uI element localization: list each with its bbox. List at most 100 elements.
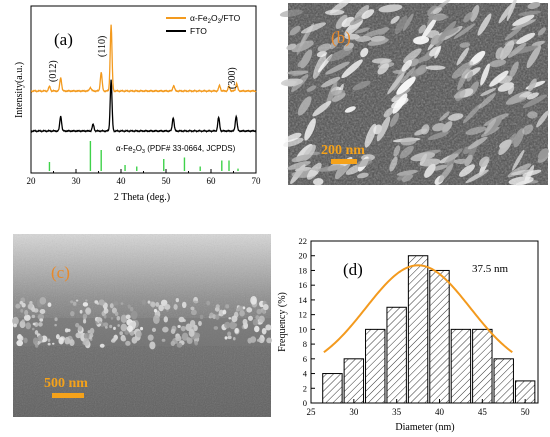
nanorod-tip [158,304,164,312]
x-tick-label: 25 [307,407,317,417]
nanorod-tip [20,309,24,313]
nanorod [477,13,492,36]
nanorod [289,25,301,36]
nanorod [489,70,509,87]
nanorod [500,40,515,60]
nanorod [480,63,490,86]
x-tick-label: 20 [27,176,37,186]
panel-b-scalebar [331,159,357,164]
nanorod [297,96,312,116]
histogram-bar [429,269,450,404]
nanorod-tip [170,340,176,347]
nanorod-tip [83,338,90,346]
nanorod-tip [149,341,156,350]
panel-c-scalebar-label: 500 nm [44,376,88,391]
y-tick-label: 20 [299,251,308,261]
nanorod-tip [181,301,187,309]
nanorod-tip [110,317,114,320]
y-tick-label: 18 [299,265,308,275]
nanorod-tip [155,302,160,307]
nanorod-tip [21,319,25,323]
nanorod [498,3,514,24]
nanorod [354,5,370,20]
nanorod [425,65,446,71]
x-tick-label: 30 [72,176,82,186]
nanorod-tip [31,306,36,312]
nanorod [313,178,324,186]
nanorod [396,76,416,95]
nanorod-tip [195,300,199,304]
nanorod [300,49,313,69]
nanorod [432,123,446,132]
histogram-bar [322,373,343,404]
nanorod [416,64,428,76]
y-tick-label: 0 [303,398,307,408]
nanorod-tip [39,297,47,305]
nanorod [421,17,438,40]
nanorod-tip [39,318,44,322]
y-tick-label: 8 [303,339,307,349]
nanorod-tip [83,332,90,340]
nanorod-tip [256,308,262,315]
nanorod-tip [250,295,257,305]
nanorod-tip [32,337,39,345]
nanorod-tip [126,325,133,333]
nanorod-tip [176,342,183,348]
nanorod [291,154,312,163]
nanorod [454,88,466,102]
nanorod-tip [52,342,55,345]
nanorod [356,158,372,167]
nanorod [536,110,549,128]
nanorod [464,154,473,167]
nanorod [284,132,302,143]
nanorod-tip [121,337,127,342]
nanorod-tip [47,302,52,307]
panel-c-sem-image: (c) 500 nm [12,234,273,417]
nanorod [427,15,449,20]
x-tick-label: 30 [349,407,359,417]
nanorod [387,72,405,95]
nanorod [466,71,474,82]
nanorod [317,165,345,172]
nanorod-tip [83,319,87,324]
nanorod [467,136,488,150]
y-tick-label: 12 [299,310,308,320]
nanorod [361,9,375,20]
panel-d-x-ticks: 25 30 35 40 45 50 [307,399,530,417]
nanorod [432,7,442,15]
nanorod-tip [252,318,259,326]
nanorod [283,137,304,147]
histogram-bar [407,255,429,404]
nanorod-tip [72,301,77,306]
nanorod [399,145,414,159]
nanorod [324,9,345,16]
nanorod-tip [234,323,238,327]
nanorod-tip [70,300,74,304]
nanorod [292,70,309,77]
legend: α-Fe2O3/FTO FTO [166,13,241,36]
nanorod [317,43,332,52]
nanorod [424,163,436,178]
nanorod-tip [131,336,138,344]
nanorod [427,131,449,141]
histogram-bar [343,358,365,404]
nanorod-tip [255,315,260,320]
nanorod-tip [15,303,21,309]
nanorod [312,100,332,117]
histogram-bar [365,328,386,404]
nanorod [370,35,386,42]
nanorod-tip [12,316,19,326]
x-tick-label: 40 [117,176,127,186]
gaussian-fit-curve [323,264,513,354]
nanorod [421,124,430,135]
nanorod [462,103,482,124]
nanorod-tip [130,310,138,320]
nanorod [396,173,407,181]
nanorod-tip [173,304,178,310]
nanorod [509,61,519,79]
nanorod-tip [261,327,267,335]
nanorod [448,113,464,121]
y-tick-label: 22 [299,236,308,246]
nanorod-tip [188,329,195,337]
nanorod-tip [247,337,253,344]
